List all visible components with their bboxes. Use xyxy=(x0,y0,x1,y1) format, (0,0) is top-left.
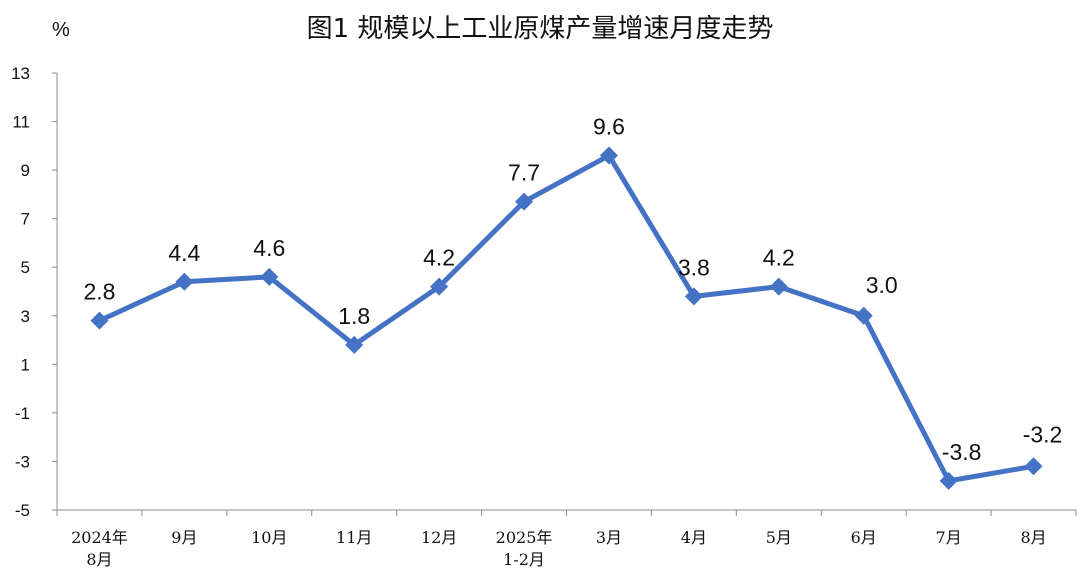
x-tick-label: 8月 xyxy=(1020,528,1046,547)
y-tick-label: 3 xyxy=(21,307,30,326)
data-label: 4.6 xyxy=(253,235,285,261)
data-label: 4.2 xyxy=(423,245,455,271)
data-label: 7.7 xyxy=(508,160,540,186)
data-point-marker xyxy=(90,311,109,330)
x-tick-label: 2025年 xyxy=(496,528,553,547)
chart-title: 图1 规模以上工业原煤产量增速月度走势 xyxy=(307,14,774,44)
series-line-layer xyxy=(96,153,1037,484)
data-point-marker xyxy=(599,146,618,165)
data-label: 2.8 xyxy=(83,279,115,305)
axes: 13 11 9 7 5 3 1 -1 -3 -5 2024年 8月 9月 10月 11月 12月 2025年 1-… xyxy=(11,64,1077,569)
data-point-marker xyxy=(854,306,873,325)
data-label: -3.2 xyxy=(1023,421,1063,447)
x-tick-label: 3月 xyxy=(596,528,622,547)
x-tick-label: 5月 xyxy=(766,528,792,547)
x-tick-label: 12月 xyxy=(421,528,457,547)
data-point-marker xyxy=(769,277,788,296)
y-tick-label: 7 xyxy=(21,210,30,229)
series-line xyxy=(96,153,1037,484)
x-tick-label: 4月 xyxy=(681,528,707,547)
data-label: 3.8 xyxy=(678,254,710,280)
data-point-marker xyxy=(175,272,194,291)
y-tick-label: 11 xyxy=(12,113,30,132)
data-point-marker xyxy=(515,192,534,211)
data-label: -3.8 xyxy=(942,439,982,465)
x-tick-label: 1-2月 xyxy=(503,550,545,569)
data-labels: 2.8 4.4 4.6 1.8 4.2 7.7 9.6 3.8 4.2 3.0 -3.8 -3.2 xyxy=(83,114,1062,465)
data-point-marker xyxy=(684,287,703,306)
x-tick-label: 8月 xyxy=(86,550,112,569)
x-tick-label: 11月 xyxy=(336,528,372,547)
data-point-marker xyxy=(939,471,958,490)
y-tick-label: -5 xyxy=(15,501,30,520)
y-tick-label: 13 xyxy=(11,64,30,83)
data-label: 4.4 xyxy=(168,240,200,266)
data-point-marker xyxy=(1024,457,1043,476)
data-label: 4.2 xyxy=(763,245,795,271)
x-tick-label: 6月 xyxy=(851,528,877,547)
x-tick-label: 2024年 xyxy=(71,528,128,547)
y-axis-unit: % xyxy=(52,19,70,41)
y-tick-label: 9 xyxy=(21,161,30,180)
markers xyxy=(90,146,1043,490)
y-tick-label: -1 xyxy=(15,404,30,423)
data-label: 9.6 xyxy=(593,114,625,140)
data-point-marker xyxy=(345,335,364,354)
x-tick-label: 7月 xyxy=(936,528,962,547)
data-label: 3.0 xyxy=(866,272,898,298)
y-tick-label: 5 xyxy=(21,258,30,277)
x-tick-label: 10月 xyxy=(251,528,287,547)
data-point-marker xyxy=(430,277,449,296)
x-tick-label: 9月 xyxy=(171,528,197,547)
y-tick-label: -3 xyxy=(15,452,30,471)
data-label: 1.8 xyxy=(338,303,370,329)
data-point-marker xyxy=(260,267,279,286)
y-tick-label: 1 xyxy=(21,355,30,374)
